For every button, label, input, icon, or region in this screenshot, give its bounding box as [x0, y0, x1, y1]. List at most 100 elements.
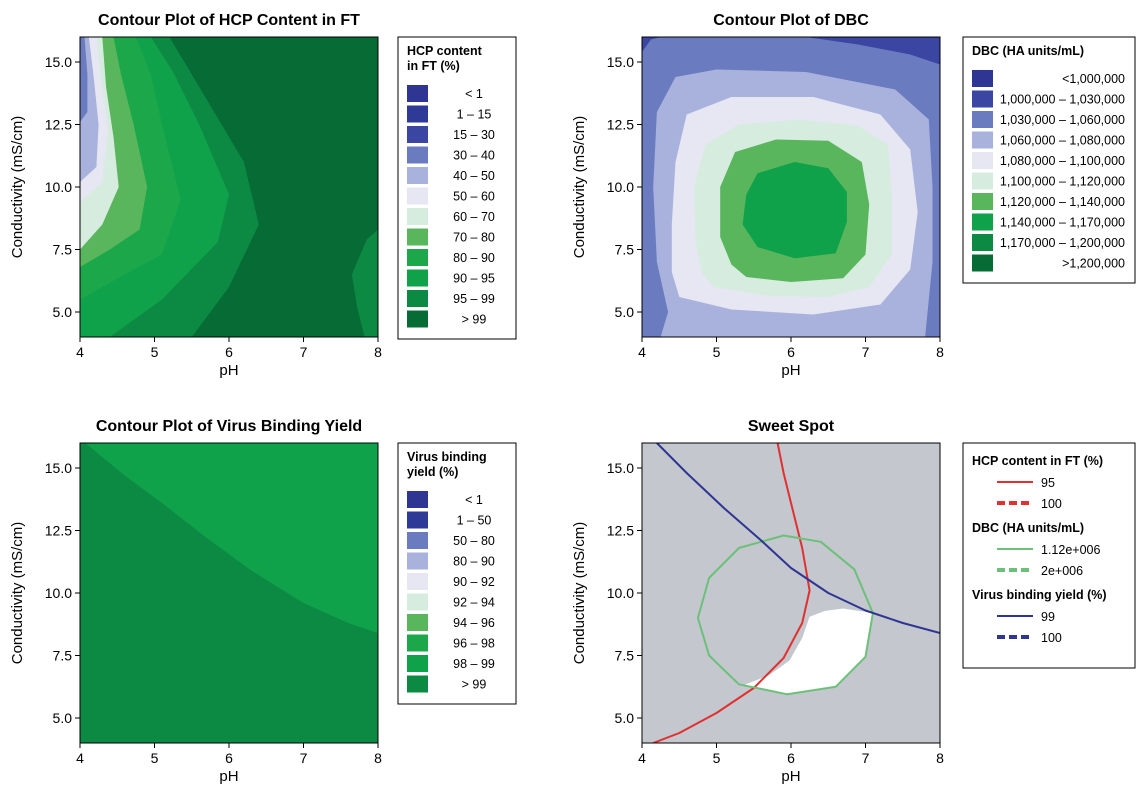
contour-region	[805, 37, 940, 65]
legend-swatch	[407, 167, 428, 184]
x-tick-label: 7	[300, 344, 308, 360]
legend-label: <1,000,000	[1062, 72, 1125, 86]
y-tick-label: 5.0	[615, 710, 635, 726]
legend-swatch	[407, 208, 428, 225]
legend-label: 1,120,000 – 1,140,000	[1000, 195, 1125, 209]
legend-group-title: HCP content in FT (%)	[972, 454, 1103, 468]
legend-label: 1,030,000 – 1,060,000	[1000, 113, 1125, 127]
legend-label: 98 – 99	[453, 657, 495, 671]
y-tick-label: 10.0	[607, 179, 634, 195]
legend-swatch	[407, 552, 428, 570]
x-tick-label: 8	[374, 750, 382, 766]
legend-label: > 99	[462, 313, 487, 327]
legend-label: 60 – 70	[453, 210, 495, 224]
x-tick-label: 6	[225, 344, 233, 360]
y-tick-label: 15.0	[45, 460, 72, 476]
x-tick-label: 7	[300, 750, 308, 766]
legend-swatch	[972, 193, 993, 210]
legend-label: 15 – 30	[453, 128, 495, 142]
plot-area	[80, 443, 378, 743]
legend-swatch	[407, 269, 428, 287]
y-axis-label: Conductivity (mS/cm)	[571, 116, 588, 259]
y-tick-label: 15.0	[607, 460, 634, 476]
legend-swatch	[407, 105, 428, 123]
contour-region	[642, 37, 661, 52]
legend-label: 99	[1041, 610, 1055, 624]
legend-swatch	[407, 249, 428, 266]
contour-line	[696, 534, 874, 696]
chart-panel-1: 4 5 6 7 8 5.0 7.5 10.0 12.5 15.0 pH Conductivity (m…	[9, 12, 517, 379]
x-tick-label: 7	[862, 750, 870, 766]
x-axis-label: pH	[219, 768, 238, 785]
chart-title: Contour Plot of Virus Binding Yield	[96, 418, 362, 435]
contour-region	[742, 162, 847, 259]
contour-line	[652, 443, 811, 743]
chart-panel-2: 4 5 6 7 8 5.0 7.5 10.0 12.5 15.0 pH Conductivity (m…	[571, 12, 1136, 379]
x-tick-label: 5	[713, 750, 721, 766]
legend-swatch	[972, 90, 993, 108]
x-tick-label: 5	[151, 344, 159, 360]
legend-label: 70 – 80	[453, 231, 495, 245]
legend-swatch	[407, 573, 428, 590]
y-tick-label: 12.5	[45, 523, 72, 539]
y-tick-label: 5.0	[53, 304, 73, 320]
legend-swatch	[972, 131, 993, 149]
legend-label: 100	[1041, 497, 1062, 511]
legend-swatch	[407, 310, 428, 328]
x-tick-label: 6	[787, 750, 795, 766]
y-tick-label: 5.0	[615, 304, 635, 320]
legend-label: 90 – 92	[453, 575, 495, 589]
legend-label: 1,170,000 – 1,200,000	[1000, 236, 1125, 250]
legend-title: Virus binding	[407, 450, 487, 464]
x-axis-label: pH	[781, 362, 800, 379]
legend-swatch	[972, 70, 993, 87]
legend-label: 95 – 99	[453, 292, 495, 306]
legend-group-title: Virus binding yield (%)	[972, 588, 1107, 602]
chart-title: Contour Plot of HCP Content in FT	[98, 12, 360, 29]
legend-label: 80 – 90	[453, 555, 495, 569]
legend-label: 50 – 60	[453, 190, 495, 204]
legend-label: 95	[1041, 476, 1055, 490]
y-axis-label: Conductivity (mS/cm)	[571, 522, 588, 665]
legend-label: 94 – 96	[453, 616, 495, 630]
legend-swatch	[407, 126, 428, 143]
legend-swatch	[972, 254, 993, 272]
legend-swatch	[407, 532, 428, 549]
y-tick-label: 7.5	[615, 242, 635, 258]
legend-swatch	[407, 614, 428, 631]
y-tick-label: 15.0	[45, 54, 72, 70]
x-tick-label: 4	[76, 750, 84, 766]
x-tick-label: 5	[151, 750, 159, 766]
contour-region	[351, 229, 378, 337]
legend-swatch	[407, 593, 428, 611]
legend-label: < 1	[465, 87, 483, 101]
legend-swatch	[407, 491, 428, 508]
legend-label: 50 – 80	[453, 534, 495, 548]
plot-area	[80, 37, 378, 337]
legend-swatch	[972, 152, 993, 169]
x-tick-label: 8	[936, 750, 944, 766]
chart-panel-3: 4 5 6 7 8 5.0 7.5 10.0 12.5 15.0 pH Conductivity (m…	[9, 418, 517, 785]
legend-frame	[962, 442, 1136, 669]
legend-label: 1,100,000 – 1,120,000	[1000, 175, 1125, 189]
legend-swatch	[972, 111, 993, 128]
plot-background	[642, 443, 940, 743]
legend-swatch	[407, 228, 428, 246]
y-tick-label: 10.0	[45, 179, 72, 195]
chart-panel-4: 4 5 6 7 8 5.0 7.5 10.0 12.5 15.0 pH Conductivity (m…	[571, 418, 1136, 785]
plot-area	[642, 443, 940, 743]
y-axis-label: Conductivity (mS/cm)	[9, 522, 26, 665]
legend-label: 100	[1041, 631, 1062, 645]
legend-swatch	[407, 634, 428, 652]
legend-label: 1 – 15	[457, 108, 492, 122]
legend-label: > 99	[462, 678, 487, 692]
chart-title: Contour Plot of DBC	[713, 12, 869, 29]
chart-title: Sweet Spot	[748, 418, 835, 435]
x-tick-label: 6	[225, 750, 233, 766]
legend-swatch	[407, 85, 428, 102]
x-tick-label: 4	[76, 344, 84, 360]
legend-title: in FT (%)	[407, 59, 460, 73]
legend-swatch	[407, 290, 428, 307]
